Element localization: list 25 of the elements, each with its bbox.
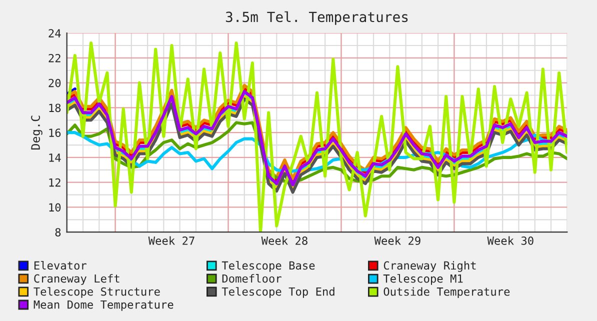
legend-label: Telescope M1 <box>383 274 463 285</box>
y-tick-label: 20 <box>48 78 61 88</box>
chart-title: 3.5m Tel. Temperatures <box>226 11 408 25</box>
legend-label: Domefloor <box>222 274 282 283</box>
y-tick-label: 24 <box>48 29 61 38</box>
legend-label: Elevator <box>34 261 86 270</box>
legend-label: Mean Dome Temperature <box>34 300 174 311</box>
y-tick-label: 16 <box>49 128 61 137</box>
y-tick-label: 10 <box>49 203 61 212</box>
y-tick-label: 12 <box>49 178 60 187</box>
x-tick-label: Week 29 <box>374 236 420 245</box>
legend-label: Telescope Base <box>222 261 315 272</box>
x-tick-label: Week 30 <box>487 236 534 245</box>
legend-label: Telescope Structure <box>34 287 160 298</box>
x-tick-label: Week 27 <box>148 236 194 245</box>
x-tick-label: Week 28 <box>261 236 308 245</box>
legend-label: Telescope Top End <box>222 287 334 298</box>
y-tick-label: 14 <box>49 154 61 162</box>
y-tick-label: 8 <box>55 228 61 236</box>
legend-label: Craneway Right <box>384 261 476 272</box>
legend-label: Craneway Left <box>34 274 120 285</box>
y-tick-label: 22 <box>48 54 60 62</box>
legend-label: Outside Temperature <box>384 287 510 298</box>
y-axis-title: Deg.C <box>31 116 42 150</box>
y-tick-label: 18 <box>49 104 61 112</box>
